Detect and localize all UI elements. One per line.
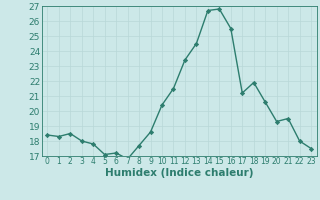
- X-axis label: Humidex (Indice chaleur): Humidex (Indice chaleur): [105, 168, 253, 178]
